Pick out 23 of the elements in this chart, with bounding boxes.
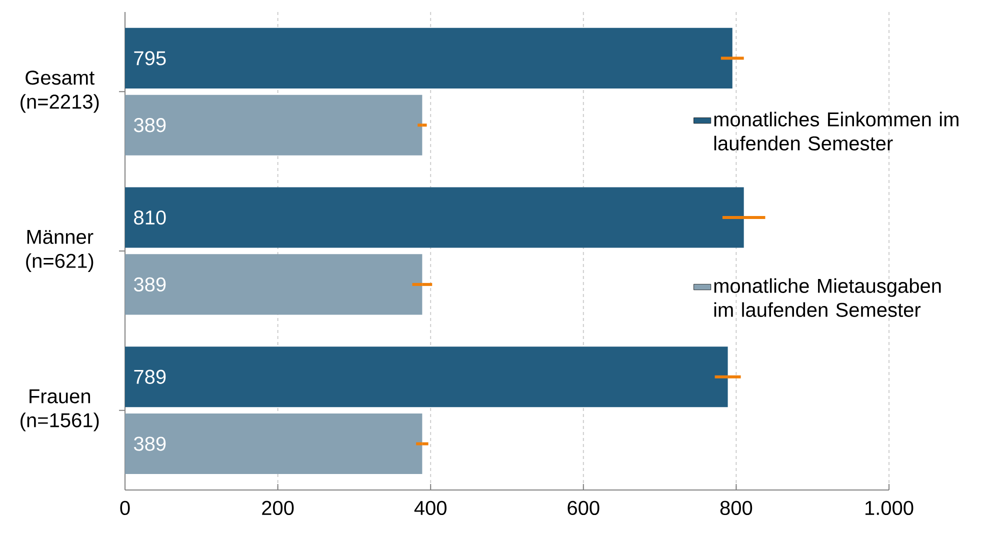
x-tick-label: 0 (120, 500, 130, 516)
data-label: 789 (134, 370, 166, 384)
y-tick-label: Frauen (n=1561) (20, 389, 99, 432)
bar (125, 346, 728, 408)
data-label: 389 (134, 436, 166, 451)
bar (125, 28, 732, 88)
bar (125, 187, 744, 248)
legend-label: monatliche Mietausgaben im laufenden Semester (714, 278, 941, 317)
x-tick-label: 1.000 (866, 500, 914, 516)
bar (125, 94, 422, 156)
y-tick-label: Männer (n=621) (26, 230, 94, 272)
data-label: 810 (134, 210, 166, 225)
bar (125, 254, 422, 315)
x-tick-label: 400 (414, 500, 446, 516)
x-tick-label: 200 (262, 500, 294, 516)
x-tick-label: 600 (568, 500, 600, 516)
x-tick-label: 800 (720, 500, 752, 516)
data-label: 795 (134, 51, 166, 66)
bar (125, 414, 422, 474)
legend-label: monatliches Einkommen im laufenden Semester (714, 112, 958, 150)
data-label: 389 (134, 277, 166, 292)
data-label: 389 (134, 118, 166, 132)
y-tick-label: Gesamt (n=2213) (20, 70, 99, 113)
